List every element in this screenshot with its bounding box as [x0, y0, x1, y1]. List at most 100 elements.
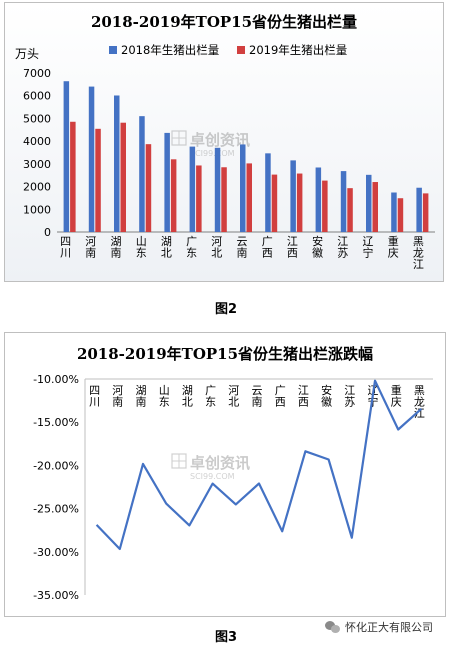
svg-text:徽: 徽 — [312, 246, 323, 260]
svg-text:河: 河 — [112, 384, 123, 397]
svg-text:江: 江 — [414, 407, 425, 420]
legend-item: 2018年生猪出栏量 — [109, 43, 219, 57]
bar — [290, 160, 296, 232]
x-tick-label: 河南 — [85, 235, 96, 260]
bar — [265, 153, 271, 232]
svg-text:广: 广 — [262, 235, 273, 248]
svg-text:广: 广 — [205, 384, 216, 397]
bar — [196, 165, 202, 232]
svg-text:广: 广 — [275, 384, 286, 397]
svg-text:辽: 辽 — [363, 235, 374, 248]
x-tick-label: 湖南 — [136, 384, 147, 409]
svg-text:东: 东 — [159, 396, 170, 409]
x-tick-label: 云南 — [252, 384, 263, 409]
x-tick-label: 江苏 — [344, 384, 355, 409]
bar — [95, 128, 101, 232]
svg-text:四: 四 — [60, 235, 71, 248]
y-tick-label: -25.00% — [33, 503, 79, 516]
svg-text:西: 西 — [275, 396, 286, 409]
y-axis-label: 万头 — [15, 47, 39, 61]
svg-text:安: 安 — [312, 234, 323, 248]
bar — [340, 171, 347, 232]
chart-title: 2018-2019年TOP15省份生猪出栏量 — [91, 13, 357, 31]
svg-text:江: 江 — [298, 384, 309, 397]
bar — [391, 192, 397, 232]
svg-text:南: 南 — [237, 247, 248, 260]
bar — [372, 182, 378, 232]
y-tick-label: -30.00% — [33, 546, 79, 559]
x-tick-label: 江西 — [287, 235, 298, 260]
y-tick-label: 5000 — [23, 112, 51, 125]
bar — [240, 144, 246, 232]
svg-text:苏: 苏 — [337, 247, 348, 260]
y-tick-label: -20.00% — [33, 459, 79, 472]
svg-text:江: 江 — [337, 235, 348, 248]
watermark-text: 卓创资讯 — [190, 131, 250, 149]
line-chart: 2018-2019年TOP15省份生猪出栏涨跌幅 -10.00% -15.00% -2… — [33, 345, 433, 602]
y-tick-label: 6000 — [23, 90, 51, 103]
bar — [189, 146, 196, 232]
footer-text: 怀化正大有限公司 — [345, 621, 433, 634]
x-tick-label: 广东 — [186, 235, 197, 260]
svg-text:西: 西 — [298, 396, 309, 409]
svg-text:黑: 黑 — [414, 384, 425, 397]
svg-text:南: 南 — [85, 247, 96, 260]
wechat-icon — [325, 620, 341, 634]
svg-text:山: 山 — [159, 384, 170, 397]
y-tick-label: -15.00% — [33, 416, 79, 429]
svg-text:南: 南 — [112, 396, 123, 409]
legend-swatch — [109, 46, 117, 54]
y-tick-label: 0 — [44, 226, 51, 239]
bar — [416, 187, 422, 232]
svg-text:川: 川 — [60, 247, 71, 260]
x-tick-label: 山东 — [136, 235, 147, 260]
footer-attribution: 怀化正大有限公司 — [325, 619, 433, 635]
svg-text:重: 重 — [388, 234, 399, 248]
bar — [139, 116, 145, 232]
bar — [221, 167, 227, 232]
svg-text:云: 云 — [252, 384, 263, 397]
x-tick-label: 四川 — [89, 384, 100, 409]
y-tick-label: -35.00% — [33, 589, 79, 602]
x-tick-label: 山东 — [159, 384, 170, 409]
svg-text:西: 西 — [262, 247, 273, 260]
x-tick-label: 黑龙江 — [413, 235, 424, 271]
bar — [114, 95, 120, 232]
svg-text:东: 东 — [136, 247, 147, 260]
x-tick-label: 河北 — [211, 235, 222, 260]
svg-text:云: 云 — [237, 235, 248, 248]
x-tick-label: 湖南 — [111, 235, 122, 260]
x-tick-label: 湖北 — [182, 384, 193, 409]
bar — [120, 122, 126, 232]
bar — [63, 81, 70, 233]
line-chart-panel: 2018-2019年TOP15省份生猪出栏涨跌幅 -10.00% -15.00% -2… — [4, 332, 446, 617]
bar — [271, 174, 278, 232]
y-tick-label: 1000 — [23, 203, 51, 216]
svg-text:黑: 黑 — [413, 235, 424, 248]
svg-text:东: 东 — [205, 396, 216, 409]
legend-item: 2019年生猪出栏量 — [237, 43, 347, 57]
svg-text:龙: 龙 — [413, 247, 424, 260]
bar-chart-panel: 2018-2019年TOP15省份生猪出栏量万头 2018年生猪出栏量 2019年生… — [4, 2, 444, 282]
watermark-subtext: SCI99.COM — [190, 472, 235, 481]
legend-label: 2018年生猪出栏量 — [121, 43, 219, 57]
svg-text:庆: 庆 — [391, 395, 402, 409]
y-tick-label: 4000 — [23, 135, 51, 148]
figure-caption-3: 图3 — [214, 630, 238, 645]
svg-text:北: 北 — [211, 247, 222, 260]
svg-text:安: 安 — [321, 383, 332, 397]
x-tick-label: 黑龙江 — [414, 384, 425, 420]
svg-text:南: 南 — [111, 247, 122, 260]
x-tick-label: 四川 — [60, 235, 71, 260]
x-tick-label: 江苏 — [337, 235, 348, 260]
svg-text:北: 北 — [228, 396, 239, 409]
x-tick-label: 河南 — [112, 384, 123, 409]
x-tick-label: 河北 — [228, 384, 239, 409]
x-tick-label: 江西 — [298, 384, 309, 409]
bar — [145, 144, 152, 232]
svg-text:庆: 庆 — [388, 246, 399, 260]
watermark-logo-icon — [171, 453, 187, 469]
